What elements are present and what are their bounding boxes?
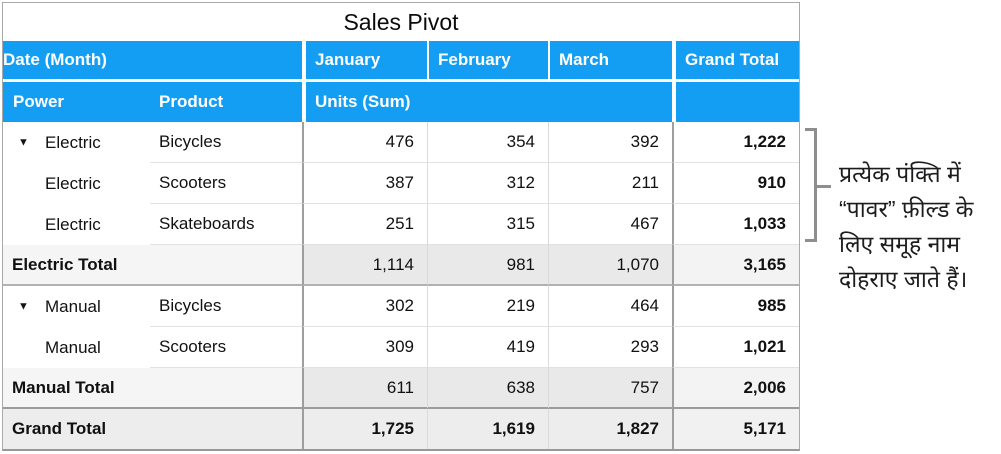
power-cell[interactable]: ▼ Electric: [3, 122, 150, 163]
january-value-cell[interactable]: 611: [302, 368, 427, 409]
product-cell[interactable]: Scooters: [150, 327, 302, 368]
power-group-label: Manual: [45, 296, 101, 316]
header-grand-total[interactable]: Grand Total: [672, 41, 799, 82]
table-row: ▼Electric Scooters 387 312 211 910: [3, 163, 799, 204]
march-value-cell[interactable]: 757: [548, 368, 672, 409]
grand-total-value-cell[interactable]: 1,033: [672, 204, 799, 245]
grand-total-value-cell[interactable]: 1,222: [672, 122, 799, 163]
grand-total-label-cell[interactable]: Grand Total: [3, 409, 302, 449]
table-row: ▼ Manual Bicycles 302 219 464 985: [3, 286, 799, 327]
disclosure-triangle-icon[interactable]: ▼: [18, 136, 29, 148]
march-value-cell[interactable]: 467: [548, 204, 672, 245]
january-value-cell[interactable]: 476: [302, 122, 427, 163]
january-value-cell[interactable]: 387: [302, 163, 427, 204]
grand-total-value-cell[interactable]: 3,165: [672, 245, 799, 286]
power-cell[interactable]: ▼Electric: [3, 163, 150, 204]
grand-total-value-cell[interactable]: 2,006: [672, 368, 799, 409]
february-value-cell[interactable]: 1,619: [427, 409, 548, 449]
february-value-cell[interactable]: 354: [427, 122, 548, 163]
header-row-fields: Power Product Units (Sum): [3, 82, 799, 122]
february-value-cell[interactable]: 219: [427, 286, 548, 327]
january-value-cell[interactable]: 309: [302, 327, 427, 368]
pivot-table: Sales Pivot Date (Month) January Februar…: [2, 2, 800, 451]
february-value-cell[interactable]: 315: [427, 204, 548, 245]
march-value-cell[interactable]: 211: [548, 163, 672, 204]
grand-total-value-cell[interactable]: 5,171: [672, 409, 799, 449]
february-value-cell[interactable]: 981: [427, 245, 548, 286]
subtotal-label-cell[interactable]: Manual Total: [3, 368, 302, 409]
header-february[interactable]: February: [427, 41, 548, 82]
power-group-label: Electric: [45, 132, 101, 152]
march-value-cell[interactable]: 1,827: [548, 409, 672, 449]
grand-total-row: Grand Total 1,725 1,619 1,827 5,171: [3, 409, 799, 449]
grand-total-value-cell[interactable]: 985: [672, 286, 799, 327]
table-row: ▼Manual Scooters 309 419 293 1,021: [3, 327, 799, 368]
january-value-cell[interactable]: 1,114: [302, 245, 427, 286]
product-cell[interactable]: Scooters: [150, 163, 302, 204]
header-grand-total-blank: [672, 82, 799, 122]
january-value-cell[interactable]: 251: [302, 204, 427, 245]
annotation-bracket-tick: [817, 185, 831, 188]
power-group-label: Manual: [45, 337, 101, 357]
power-cell[interactable]: ▼Electric: [3, 204, 150, 245]
power-group-label: Electric: [45, 173, 101, 193]
power-cell[interactable]: ▼ Manual: [3, 286, 150, 327]
header-units-sum[interactable]: Units (Sum): [302, 82, 672, 122]
february-value-cell[interactable]: 638: [427, 368, 548, 409]
march-value-cell[interactable]: 392: [548, 122, 672, 163]
march-value-cell[interactable]: 1,070: [548, 245, 672, 286]
annotation-text: प्रत्येक पंक्ति में “पावर” फ़ील्ड के लिए…: [839, 157, 1001, 297]
subtotal-label-cell[interactable]: Electric Total: [3, 245, 302, 286]
february-value-cell[interactable]: 419: [427, 327, 548, 368]
header-date-month[interactable]: Date (Month): [3, 41, 302, 82]
power-group-label: Electric: [45, 214, 101, 234]
january-value-cell[interactable]: 1,725: [302, 409, 427, 449]
header-march[interactable]: March: [548, 41, 672, 82]
subtotal-row-electric: Electric Total 1,114 981 1,070 3,165: [3, 245, 799, 286]
header-product[interactable]: Product: [150, 82, 302, 122]
header-january[interactable]: January: [302, 41, 427, 82]
table-row: ▼ Electric Bicycles 476 354 392 1,222: [3, 122, 799, 163]
annotation-line: लिए समूह नाम: [839, 231, 961, 257]
march-value-cell[interactable]: 464: [548, 286, 672, 327]
power-cell[interactable]: ▼Manual: [3, 327, 150, 368]
annotation-line: दोहराए जाते हैं।: [839, 266, 968, 292]
annotation-line: प्रत्येक पंक्ति में: [839, 161, 961, 187]
table-title[interactable]: Sales Pivot: [3, 3, 799, 41]
annotation-line: “पावर” फ़ील्ड के: [839, 196, 974, 222]
annotation-bracket: [805, 128, 817, 242]
subtotal-row-manual: Manual Total 611 638 757 2,006: [3, 368, 799, 409]
march-value-cell[interactable]: 293: [548, 327, 672, 368]
product-cell[interactable]: Bicycles: [150, 286, 302, 327]
header-power[interactable]: Power: [3, 82, 150, 122]
january-value-cell[interactable]: 302: [302, 286, 427, 327]
grand-total-value-cell[interactable]: 1,021: [672, 327, 799, 368]
grand-total-value-cell[interactable]: 910: [672, 163, 799, 204]
disclosure-triangle-icon[interactable]: ▼: [18, 300, 29, 312]
february-value-cell[interactable]: 312: [427, 163, 548, 204]
product-cell[interactable]: Skateboards: [150, 204, 302, 245]
table-row: ▼Electric Skateboards 251 315 467 1,033: [3, 204, 799, 245]
product-cell[interactable]: Bicycles: [150, 122, 302, 163]
pivot-grid: Date (Month) January February March Gran…: [3, 41, 799, 449]
header-row-months: Date (Month) January February March Gran…: [3, 41, 799, 82]
